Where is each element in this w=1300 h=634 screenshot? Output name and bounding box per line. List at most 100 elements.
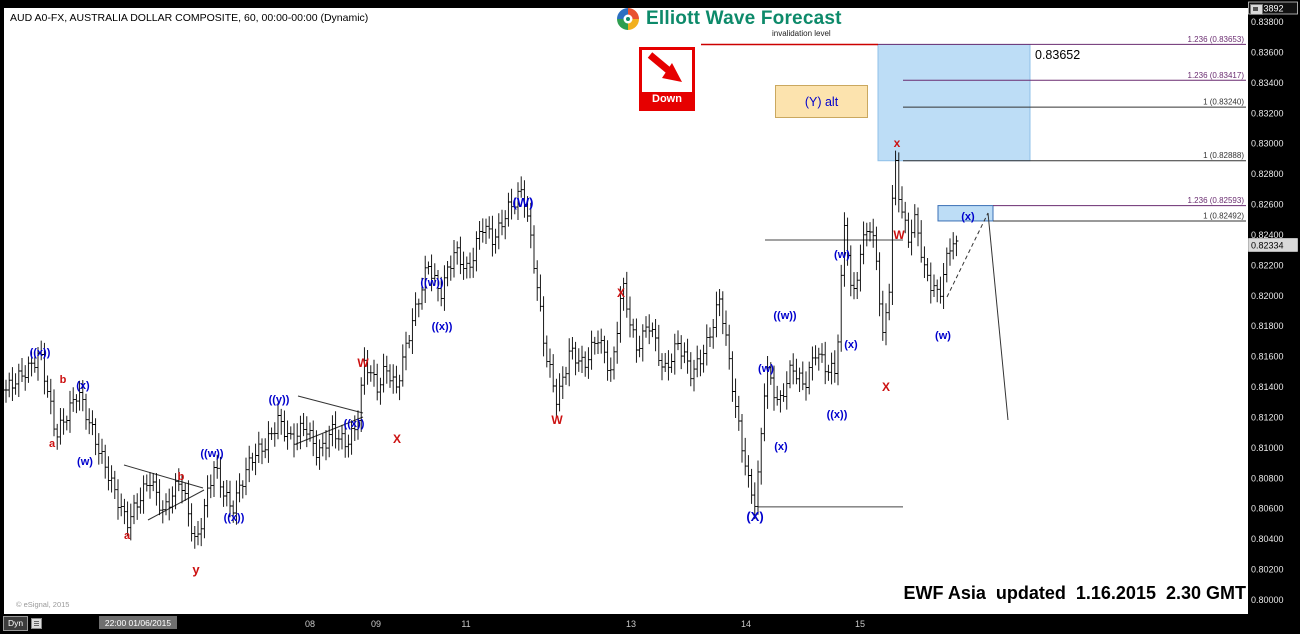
price-axis-labels: 0.83800 0.83600 0.83400 0.83200 0.83000 0.828…	[1251, 17, 1284, 605]
price-tick-label: 0.83800	[1251, 17, 1284, 27]
fib-label: 1.236 (0.83653)	[1188, 35, 1245, 44]
invalidation-price-label: 0.83652	[1035, 48, 1081, 62]
wave-label: ((w))	[420, 277, 444, 289]
price-tick-label: 0.82200	[1251, 260, 1284, 270]
wave-label: ((x))	[344, 418, 365, 430]
dyn-button[interactable]: Dyn	[3, 616, 29, 631]
price-tick-label: 0.80000	[1251, 595, 1284, 605]
wave-label: x	[894, 136, 901, 150]
ewf-logo-icon	[617, 8, 639, 30]
wave-label: (x)	[844, 339, 858, 351]
target-zone	[877, 44, 1031, 162]
price-tick-label: 0.81400	[1251, 382, 1284, 392]
wave-label: y	[192, 562, 200, 577]
fib-label: 1.236 (0.83417)	[1188, 71, 1245, 80]
entry-zone	[937, 205, 994, 222]
price-tick-label: 0.82800	[1251, 169, 1284, 179]
symbol-title: AUD A0-FX, AUSTRALIA DOLLAR COMPOSITE, 6…	[10, 12, 369, 24]
fib-label: 1.236 (0.82593)	[1188, 196, 1245, 205]
price-tick-label: 0.81000	[1251, 443, 1284, 453]
wave-label: ((x))	[827, 409, 848, 421]
wave-label: X	[882, 380, 890, 394]
time-tick-label: 13	[626, 619, 636, 629]
price-tick-label: 0.83200	[1251, 108, 1284, 118]
projection-lines	[946, 212, 1009, 421]
time-tick-label: 11	[461, 619, 470, 629]
wave-label: b	[60, 374, 67, 386]
wave-label: ((x))	[30, 347, 51, 359]
fib-label: 1 (0.82888)	[1203, 151, 1244, 160]
page-icon[interactable]	[31, 618, 43, 629]
price-axis[interactable]	[1248, 0, 1300, 634]
price-tick-label: 0.81200	[1251, 412, 1284, 422]
price-tick-label: 0.80600	[1251, 504, 1284, 514]
esignal-copyright: © eSignal, 2015	[16, 600, 70, 609]
time-tick-label: 14	[741, 619, 751, 629]
wave-label: ((w))	[200, 448, 224, 460]
price-tick-label: 0.80200	[1251, 565, 1284, 575]
price-tick-label: 0.83400	[1251, 78, 1284, 88]
wave-labels: ((x)) b (x) a (w) a b ((w)) ((x)) y ((y)) ((x)) W X ((…	[30, 136, 975, 577]
down-label: Down	[642, 92, 692, 108]
wave-label: (x)	[961, 211, 975, 223]
price-tick-label: 0.82400	[1251, 230, 1284, 240]
wave-label: b	[178, 471, 185, 483]
time-axis[interactable]	[0, 614, 1300, 634]
price-bars	[4, 150, 959, 549]
chart-plot-area[interactable]	[4, 8, 1248, 614]
price-tick-label: 0.81800	[1251, 321, 1284, 331]
y-alt-label: (Y) alt	[804, 94, 839, 109]
ewf-logo-text: Elliott Wave Forecast	[646, 8, 842, 29]
time-axis-labels: 22:00 01/06/2015 08 09 11 13 14 15	[99, 616, 865, 629]
time-tick-label: 09	[371, 619, 381, 629]
wave-label: (w)	[834, 249, 850, 261]
y-alt-label-box: (Y) alt	[775, 85, 868, 118]
wave-label: ((x))	[432, 321, 453, 333]
wave-label: W	[551, 413, 563, 427]
price-tick-label: 0.82000	[1251, 291, 1284, 301]
wave-label: W	[893, 228, 905, 242]
svg-text:0.82334: 0.82334	[1251, 240, 1284, 250]
down-arrow-icon	[647, 52, 682, 82]
wave-label: W	[357, 356, 369, 370]
wave-label: X	[617, 286, 625, 300]
wave-label: (x)	[774, 441, 788, 453]
down-direction-box: Down	[639, 47, 695, 111]
price-tick-label: 0.82600	[1251, 200, 1284, 210]
wave-label: ((x))	[224, 512, 245, 524]
price-tick-label: 0.81600	[1251, 352, 1284, 362]
last-price-badge	[1248, 238, 1298, 252]
wave-label: (w)	[935, 330, 951, 342]
wave-label: a	[124, 530, 131, 542]
wave-label: X	[393, 432, 401, 446]
time-cursor-badge	[99, 616, 177, 629]
wave-label: (X)	[746, 509, 763, 524]
price-tick-label: 0.80800	[1251, 473, 1284, 483]
wave-label: ((y))	[269, 394, 290, 406]
wave-label: (x)	[76, 380, 90, 392]
svg-text:0.83892: 0.83892	[1251, 4, 1284, 14]
fib-label: 1 (0.82492)	[1203, 211, 1244, 220]
time-tick-label: 22:00 01/06/2015	[105, 618, 171, 628]
price-tick-label: 0.83600	[1251, 47, 1284, 57]
wave-label: ((w))	[773, 310, 797, 322]
fib-levels: 1.236 (0.83653) 1.236 (0.83417) 1 (0.83240…	[878, 35, 1246, 222]
price-tick-label: 0.83000	[1251, 139, 1284, 149]
chart-menu-icon[interactable]	[1250, 4, 1263, 15]
wave-label: a	[49, 438, 56, 450]
invalidation-level-label: invalidation level	[772, 29, 831, 38]
time-tick-label: 08	[305, 619, 315, 629]
ewf-logo: Elliott Wave Forecast	[616, 7, 842, 31]
fib-zones	[877, 44, 1031, 222]
price-tick-label: 0.80400	[1251, 534, 1284, 544]
level-lines	[758, 239, 903, 508]
price-badges: 0.83892 0.82334	[1248, 1, 1298, 252]
wave-label: (W)	[513, 195, 534, 210]
wave-label: (w)	[77, 456, 93, 468]
wave-label: (w)	[758, 363, 774, 375]
footer-update-text: EWF Asia updated 1.16.2015 2.30 GMT	[903, 583, 1246, 603]
bottom-toolbar: Dyn	[3, 616, 43, 631]
time-tick-label: 15	[855, 619, 865, 629]
